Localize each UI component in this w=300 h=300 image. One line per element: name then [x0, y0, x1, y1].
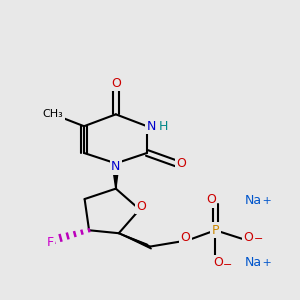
Text: O: O	[136, 200, 146, 213]
Polygon shape	[119, 233, 152, 249]
Text: CH₃: CH₃	[42, 109, 63, 119]
Text: O: O	[111, 76, 121, 90]
Text: O: O	[213, 256, 223, 269]
Text: −: −	[223, 260, 232, 270]
Text: −: −	[254, 234, 263, 244]
Text: H: H	[159, 120, 168, 133]
Text: N: N	[146, 120, 156, 133]
Text: O: O	[176, 157, 186, 170]
Text: +: +	[260, 258, 272, 268]
Text: O: O	[206, 194, 216, 206]
Text: O: O	[244, 231, 254, 244]
Polygon shape	[112, 162, 119, 189]
Text: F: F	[47, 236, 54, 249]
Text: +: +	[260, 196, 272, 206]
Text: N: N	[111, 160, 121, 173]
Text: Na: Na	[245, 256, 262, 269]
Text: O: O	[181, 231, 190, 244]
Text: P: P	[212, 224, 219, 237]
Text: Na: Na	[245, 194, 262, 207]
